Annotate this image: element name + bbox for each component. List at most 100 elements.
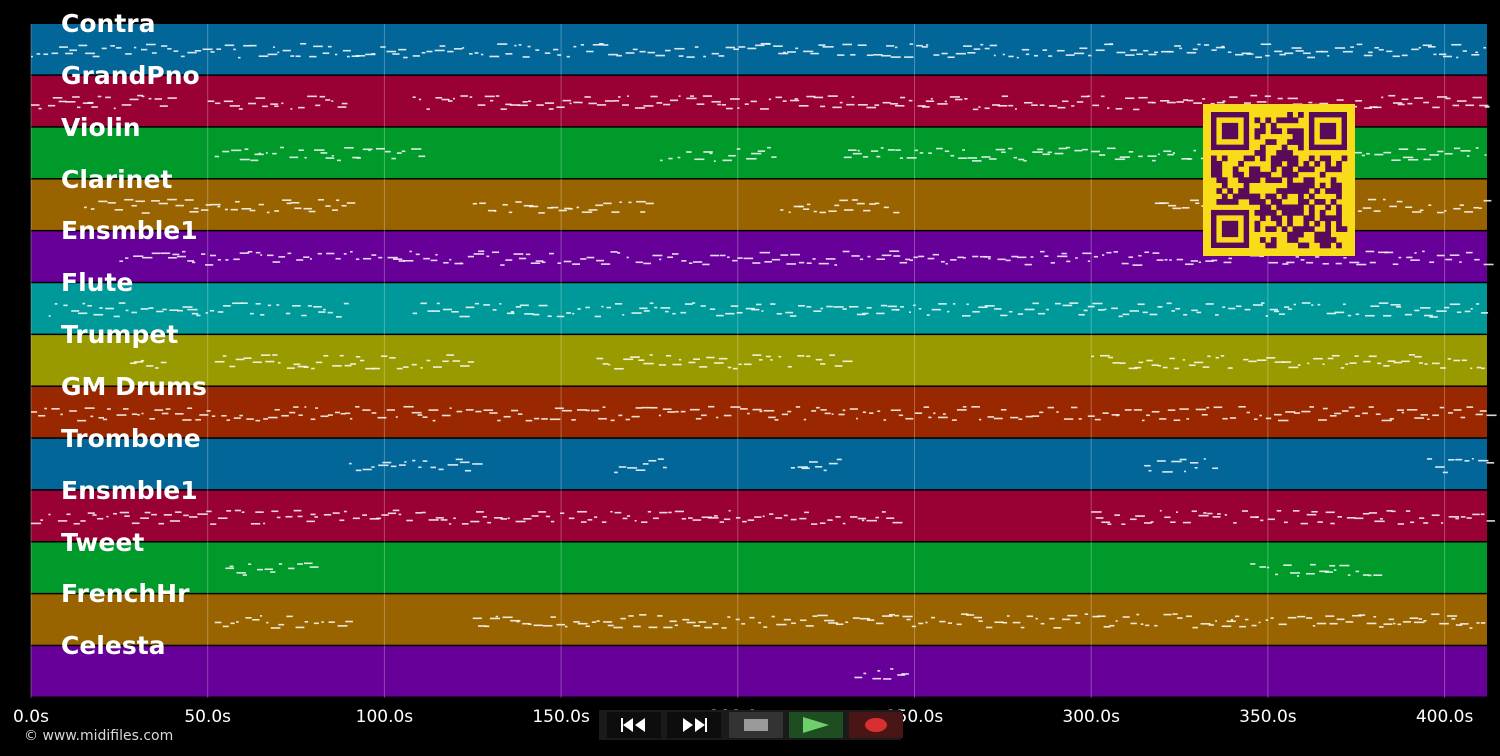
note bbox=[556, 315, 565, 318]
note bbox=[653, 517, 659, 520]
note bbox=[362, 514, 368, 516]
note bbox=[1001, 95, 1009, 98]
note bbox=[1071, 406, 1078, 409]
note bbox=[837, 54, 845, 56]
fast-forward-button[interactable] bbox=[667, 712, 721, 738]
note bbox=[749, 616, 755, 619]
note bbox=[420, 367, 423, 369]
note bbox=[1342, 50, 1353, 53]
note bbox=[900, 96, 906, 99]
note bbox=[722, 159, 732, 162]
note bbox=[140, 359, 145, 362]
note bbox=[1436, 254, 1445, 257]
note bbox=[182, 306, 193, 308]
note bbox=[1259, 414, 1262, 417]
note bbox=[815, 406, 820, 409]
note bbox=[1164, 258, 1168, 261]
note bbox=[1387, 360, 1396, 362]
note bbox=[908, 99, 913, 102]
note bbox=[587, 519, 593, 521]
note bbox=[1264, 95, 1271, 98]
note bbox=[125, 53, 132, 55]
note bbox=[1470, 308, 1473, 310]
note bbox=[1437, 150, 1444, 153]
record-button[interactable] bbox=[849, 712, 903, 738]
note bbox=[225, 567, 235, 570]
rewind-button[interactable] bbox=[607, 712, 661, 738]
note bbox=[304, 621, 309, 623]
note bbox=[806, 95, 816, 98]
note bbox=[1478, 459, 1489, 462]
note bbox=[193, 207, 199, 210]
note bbox=[1414, 417, 1425, 419]
note bbox=[241, 208, 252, 210]
note bbox=[700, 305, 706, 307]
note bbox=[430, 466, 437, 469]
note bbox=[557, 262, 562, 265]
note bbox=[1182, 521, 1191, 524]
note bbox=[706, 356, 715, 359]
note bbox=[1367, 198, 1377, 201]
note bbox=[325, 157, 335, 159]
play-button[interactable] bbox=[789, 712, 843, 738]
note bbox=[751, 308, 760, 311]
note bbox=[881, 54, 891, 57]
note bbox=[752, 354, 762, 356]
note bbox=[875, 516, 880, 519]
note bbox=[214, 155, 219, 158]
note bbox=[1120, 362, 1126, 364]
note bbox=[494, 210, 497, 212]
note bbox=[926, 314, 930, 316]
note bbox=[798, 305, 805, 307]
note bbox=[1393, 361, 1402, 364]
note bbox=[472, 617, 482, 620]
note bbox=[182, 250, 186, 253]
note bbox=[192, 261, 196, 264]
note bbox=[1378, 302, 1389, 304]
note bbox=[1408, 158, 1419, 161]
note bbox=[783, 618, 791, 621]
note bbox=[658, 364, 667, 366]
note bbox=[52, 97, 63, 99]
note bbox=[272, 354, 278, 356]
note bbox=[1414, 621, 1425, 624]
tick-label: 100.0s bbox=[355, 707, 414, 727]
note bbox=[371, 367, 381, 370]
note bbox=[1456, 56, 1459, 59]
note bbox=[303, 256, 310, 258]
note bbox=[248, 563, 252, 566]
note bbox=[125, 309, 129, 312]
note bbox=[1179, 458, 1187, 461]
track-lane bbox=[31, 335, 1487, 386]
note bbox=[418, 98, 422, 101]
note bbox=[332, 512, 340, 514]
note bbox=[1008, 147, 1013, 150]
note bbox=[1295, 256, 1299, 258]
note bbox=[286, 367, 295, 369]
note bbox=[1423, 101, 1429, 104]
note bbox=[556, 106, 565, 109]
note bbox=[1002, 53, 1005, 56]
note bbox=[557, 54, 562, 56]
note bbox=[297, 515, 303, 518]
note bbox=[667, 411, 676, 413]
note bbox=[449, 258, 452, 261]
note bbox=[842, 250, 850, 253]
note bbox=[804, 511, 809, 514]
note bbox=[636, 200, 646, 203]
note bbox=[1282, 361, 1292, 363]
note bbox=[1334, 412, 1342, 415]
note bbox=[881, 254, 892, 257]
note bbox=[966, 303, 969, 306]
note bbox=[585, 306, 590, 309]
note bbox=[1201, 413, 1208, 416]
note bbox=[1216, 101, 1225, 104]
note bbox=[1047, 406, 1054, 409]
stop-button[interactable] bbox=[729, 712, 783, 738]
note bbox=[1486, 462, 1495, 464]
note bbox=[1231, 618, 1233, 621]
note bbox=[342, 49, 351, 52]
tick-label: 350.0s bbox=[1239, 707, 1297, 727]
note bbox=[1287, 308, 1293, 310]
note bbox=[48, 513, 51, 516]
